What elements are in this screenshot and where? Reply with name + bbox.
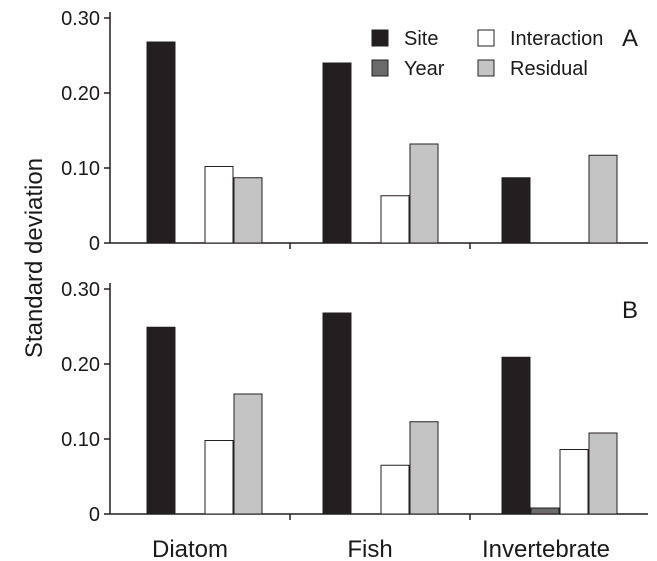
y-tick-label: 0.10 xyxy=(61,429,100,451)
y-tick-label: 0.20 xyxy=(61,83,100,105)
bar-site xyxy=(146,41,176,244)
bar-residual xyxy=(233,177,263,244)
bar-residual xyxy=(588,154,618,244)
category-label: Fish xyxy=(347,536,392,561)
panel-a: 0 0.10 0.20 0.30 A xyxy=(61,8,648,255)
legend-label: Site xyxy=(404,28,438,50)
y-tick-label: 0.30 xyxy=(61,279,100,301)
bar-interaction xyxy=(559,449,589,515)
bar-residual xyxy=(409,421,439,515)
legend-item-site: Site xyxy=(371,28,438,50)
category-labels: Diatom Fish Invertebrate xyxy=(152,536,610,561)
bar-site xyxy=(322,312,352,515)
bar-interaction xyxy=(380,195,410,244)
bar-residual xyxy=(588,432,618,515)
y-tick-label: 0 xyxy=(89,233,100,255)
y-axis-label: Standard deviation xyxy=(21,158,48,358)
bar-site xyxy=(322,62,352,244)
bar-interaction xyxy=(204,166,234,244)
y-tick-label: 0.20 xyxy=(61,354,100,376)
bar-site xyxy=(501,356,531,515)
legend-item-year: Year xyxy=(371,58,445,80)
legend-item-residual: Residual xyxy=(477,58,588,80)
chart-panels: 0 0.10 0.20 0.30 A 0 0.10 0.20 0.30 B xyxy=(61,8,648,526)
legend-label: Residual xyxy=(510,58,588,80)
legend-swatch xyxy=(371,59,389,77)
legend-item-interaction: Interaction xyxy=(477,28,603,50)
y-tick-label: 0.10 xyxy=(61,158,100,180)
bar-site xyxy=(146,326,176,515)
bar-residual xyxy=(409,143,439,244)
panel-label: A xyxy=(622,25,638,52)
bar-interaction xyxy=(204,440,234,515)
legend-swatch xyxy=(477,29,495,47)
bar-site xyxy=(501,177,531,244)
y-tick-label: 0 xyxy=(89,504,100,526)
bar-residual xyxy=(233,393,263,515)
category-label: Diatom xyxy=(152,536,228,561)
bar-year xyxy=(530,507,560,515)
legend-swatch xyxy=(371,29,389,47)
legend: Site Interaction Year Residual xyxy=(371,28,603,80)
panel-b: 0 0.10 0.20 0.30 B xyxy=(61,279,648,526)
panel-label: B xyxy=(622,297,638,324)
bar-interaction xyxy=(380,464,410,515)
legend-label: Year xyxy=(404,58,445,80)
y-tick-label: 0.30 xyxy=(61,8,100,30)
category-label: Invertebrate xyxy=(482,536,610,561)
legend-label: Interaction xyxy=(510,28,603,50)
legend-swatch xyxy=(477,59,495,77)
